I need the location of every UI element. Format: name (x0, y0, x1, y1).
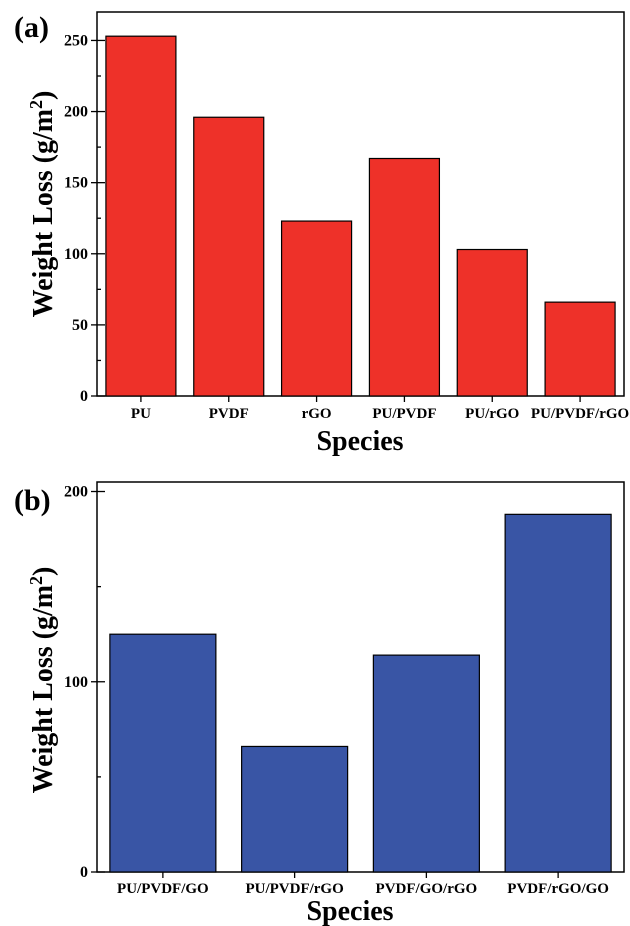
panel-label-a: (a) (14, 11, 49, 44)
x-tick-label-a-4: PU/PVDF (372, 406, 436, 422)
x-tick-labels-a: PU PVDF rGO PU/PVDF PU/rGO PU/PVDF/rGO (131, 406, 629, 422)
panel-b: (b) 0 100 200 PU/PVDF/GO PU/PVDF/rGO PVDF/GO… (14, 481, 625, 926)
x-tick-label-b-2: PU/PVDF/rGO (245, 881, 343, 897)
y-tick-label-b-1: 0 (80, 864, 88, 881)
bar-b-1 (109, 633, 217, 873)
x-tick-label-a-2: PVDF (209, 406, 249, 422)
y-axis-title-b: Weight Loss (g/m2) (26, 567, 59, 794)
bar-a-3 (280, 220, 353, 397)
x-tick-labels-b: PU/PVDF/GO PU/PVDF/rGO PVDF/GO/rGO PVDF/rGO… (117, 881, 609, 897)
y-axis-title-a-sup: 2 (26, 100, 46, 109)
y-ticks-a: 0 50 100 150 200 250 (64, 32, 581, 405)
bar-a-1 (105, 35, 177, 397)
panel-label-b: (b) (14, 484, 51, 517)
y-axis-title-a-end: ) (28, 91, 59, 100)
x-tick-label-a-1: PU (131, 406, 151, 422)
y-axis-title-b-end: ) (28, 567, 59, 576)
x-tick-label-a-6: PU/PVDF/rGO (531, 406, 629, 422)
x-axis-title-a: Species (316, 426, 403, 457)
y-tick-label-b-3: 200 (64, 484, 88, 501)
y-tick-label-a-1: 0 (80, 388, 88, 405)
plot-frame-b (96, 481, 625, 873)
x-tick-label-b-4: PVDF/rGO/GO (507, 881, 609, 897)
bar-b-2 (241, 745, 349, 873)
y-axis-title-b-main: Weight Loss (g/m (28, 585, 59, 793)
y-ticks-b: 0 100 200 (64, 484, 559, 881)
y-axis-title-b-sup: 2 (26, 576, 46, 585)
x-tick-label-a-5: PU/rGO (465, 406, 519, 422)
y-axis-title-a: Weight Loss (g/m2) (26, 91, 59, 318)
bar-a-4 (368, 157, 441, 397)
x-tick-label-b-1: PU/PVDF/GO (117, 881, 209, 897)
bars-b (109, 513, 612, 873)
bar-b-4 (504, 513, 612, 873)
bars-a (105, 35, 616, 397)
x-axis-title-b: Species (306, 896, 393, 926)
bar-b-3 (372, 654, 480, 873)
y-tick-label-b-2: 100 (64, 674, 88, 691)
bar-a-6 (544, 301, 616, 397)
y-tick-label-a-5: 200 (64, 104, 88, 121)
x-tick-label-a-3: rGO (302, 406, 332, 422)
y-tick-label-a-2: 50 (72, 317, 88, 334)
y-axis-title-a-main: Weight Loss (g/m (28, 109, 59, 317)
y-tick-label-a-4: 150 (64, 175, 88, 192)
bar-a-5 (456, 248, 528, 397)
y-tick-label-a-3: 100 (64, 246, 88, 263)
plot-frame-a (96, 11, 625, 397)
bar-a-2 (193, 116, 265, 397)
panel-a: (a) 0 50 100 150 200 250 PU PVDF rGO PU/PVDF PU/r… (14, 11, 629, 457)
x-tick-label-b-3: PVDF/GO/rGO (376, 881, 478, 897)
y-tick-label-a-6: 250 (64, 32, 88, 49)
